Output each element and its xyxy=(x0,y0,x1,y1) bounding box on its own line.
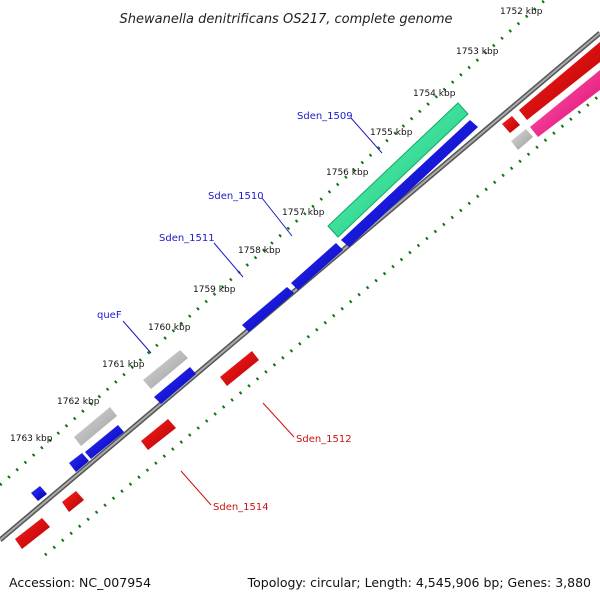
gene-label-sden-1512[interactable]: Sden_1512 xyxy=(296,434,352,445)
map-title: Shewanella denitrificans OS217, complete… xyxy=(120,12,453,27)
gene-sden-1512[interactable] xyxy=(220,351,259,386)
gene-feature-pink[interactable] xyxy=(530,70,600,137)
inner-tick-ring xyxy=(44,93,600,557)
gene-sden-1509[interactable] xyxy=(327,102,469,238)
tick-label: 1752 kbp xyxy=(500,7,543,17)
tick-label: 1763 kbp xyxy=(10,434,53,444)
blue-callouts xyxy=(122,117,383,354)
gene-feature[interactable] xyxy=(69,453,89,472)
tick-label: 1760 kbp xyxy=(148,323,191,333)
gene-sden-1510[interactable] xyxy=(291,243,343,290)
tick-label: 1753 kbp xyxy=(456,47,499,57)
gene-sden-1511[interactable] xyxy=(242,287,294,332)
gene-quef[interactable] xyxy=(154,367,196,404)
tick-label: 1757 kbp xyxy=(282,208,325,218)
right-features xyxy=(502,42,600,150)
gene-feature-red[interactable] xyxy=(519,42,600,120)
gene-sden-1513[interactable] xyxy=(141,419,176,450)
tick-label: 1756 kbp xyxy=(326,168,369,178)
outer-tick-ring xyxy=(0,0,546,487)
gene-label-sden-1514[interactable]: Sden_1514 xyxy=(213,502,269,513)
rna-feature[interactable] xyxy=(511,129,533,150)
gene-label-sden-1509[interactable]: Sden_1509 xyxy=(297,111,353,122)
gene-sden-1510-part[interactable] xyxy=(341,120,478,247)
rna-feature[interactable] xyxy=(74,407,117,446)
gene-sden-1514[interactable] xyxy=(62,491,84,512)
tick-labels: 1752 kbp 1753 kbp 1754 kbp 1755 kbp 1756… xyxy=(10,7,543,444)
tick-label: 1761 kbp xyxy=(102,360,145,370)
tick-label: 1755 kbp xyxy=(370,128,413,138)
tick-label: 1759 kbp xyxy=(193,285,236,295)
gene-feature-red[interactable] xyxy=(15,518,50,549)
forward-strand-features xyxy=(31,102,478,501)
gene-label-quef[interactable]: queF xyxy=(97,310,122,321)
gene-label-sden-1511[interactable]: Sden_1511 xyxy=(159,233,215,244)
reverse-strand-features xyxy=(15,351,259,549)
gene-feature[interactable] xyxy=(31,486,47,501)
genome-summary-text: Topology: circular; Length: 4,545,906 bp… xyxy=(247,575,591,590)
gene-feature[interactable] xyxy=(85,425,124,459)
accession-text: Accession: NC_007954 xyxy=(9,575,152,590)
tick-label: 1754 kbp xyxy=(413,89,456,99)
red-callouts xyxy=(180,402,295,506)
gene-feature-red[interactable] xyxy=(502,116,520,133)
tick-label: 1758 kbp xyxy=(238,246,281,256)
rna-feature[interactable] xyxy=(143,350,188,389)
tick-label: 1762 kbp xyxy=(57,397,100,407)
gene-label-sden-1510[interactable]: Sden_1510 xyxy=(208,191,264,202)
